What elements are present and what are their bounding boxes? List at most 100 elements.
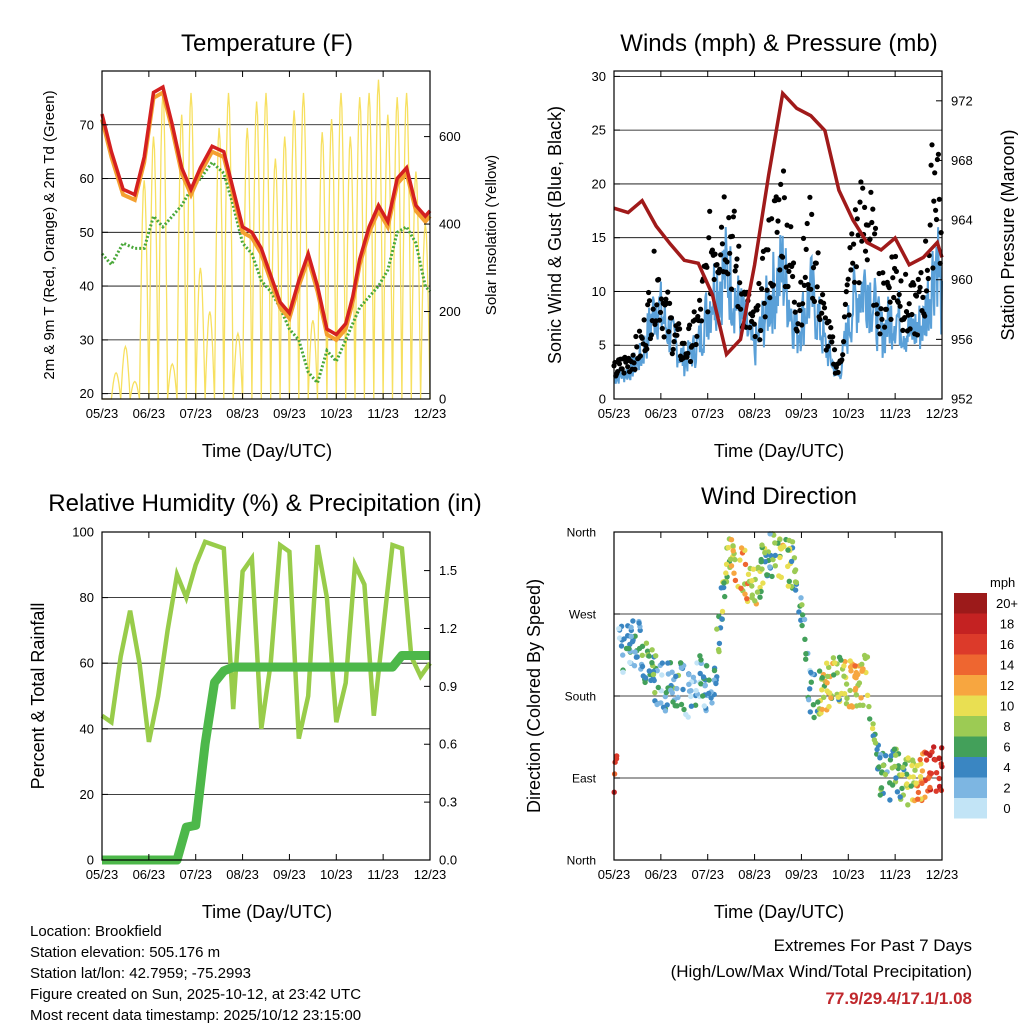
direction-point	[830, 655, 837, 661]
direction-point	[714, 626, 720, 632]
direction-point	[852, 674, 858, 680]
direction-point	[826, 703, 832, 710]
gust-point	[785, 283, 791, 290]
gust-point	[922, 313, 928, 319]
gust-point	[651, 248, 657, 254]
station-info: Location: Brookfield Station elevation: …	[30, 923, 361, 1024]
gust-point	[841, 339, 847, 345]
direction-point	[936, 775, 942, 782]
gust-point	[731, 208, 737, 214]
direction-point	[652, 689, 658, 696]
direction-point	[731, 570, 737, 576]
gust-point	[693, 341, 699, 348]
x-tick-label: 12/23	[414, 867, 447, 882]
direction-point	[882, 771, 889, 778]
direction-point	[686, 671, 692, 678]
gust-point	[691, 309, 697, 315]
direction-point	[843, 681, 850, 687]
direction-point	[894, 789, 901, 795]
x-tick-label: 07/23	[179, 406, 212, 421]
gust-point	[845, 276, 851, 282]
gust-point	[895, 299, 901, 305]
direction-point	[722, 593, 728, 600]
gust-point	[862, 204, 868, 210]
x-tick-label: 09/23	[273, 406, 306, 421]
direction-point	[711, 667, 718, 674]
direction-point	[777, 554, 783, 561]
direction-point	[893, 752, 899, 758]
legend-label: 2	[1003, 781, 1010, 796]
y-tick-label: 15	[592, 230, 606, 245]
direction-point	[877, 755, 883, 761]
direction-point	[669, 690, 675, 696]
gust-point	[858, 179, 864, 185]
direction-point	[764, 572, 770, 578]
gust-point	[800, 235, 807, 241]
gust-point	[634, 344, 640, 350]
direction-point	[867, 716, 873, 722]
direction-point	[659, 660, 665, 666]
gust-point	[933, 216, 940, 223]
gust-point	[886, 285, 892, 291]
gust-point	[825, 343, 831, 349]
direction-point	[767, 564, 773, 570]
gust-point	[916, 289, 922, 295]
direction-point	[859, 668, 865, 674]
x-tick-label: 12/23	[926, 867, 959, 882]
gust-point	[657, 309, 664, 315]
gust-point	[637, 353, 644, 359]
direction-point	[614, 753, 620, 759]
x-tick-label: 06/23	[645, 406, 678, 421]
gust-point	[724, 259, 730, 265]
gust-point	[725, 271, 731, 277]
info-latlon: Station lat/lon: 42.7959; -75.2993	[30, 965, 251, 982]
direction-point	[650, 671, 657, 678]
direction-point	[725, 544, 732, 551]
direction-point	[931, 744, 937, 750]
legend-swatch	[954, 654, 987, 675]
y-tick-label: 20	[592, 176, 606, 191]
direction-point	[887, 757, 894, 763]
gust-point	[859, 238, 865, 244]
gust-point	[697, 297, 703, 303]
direction-point	[861, 652, 868, 659]
gust-point	[814, 284, 820, 290]
direction-point	[649, 647, 655, 653]
direction-point	[665, 671, 672, 677]
direction-point	[673, 673, 679, 679]
direction-point	[629, 638, 636, 645]
gust-point	[933, 207, 939, 213]
direction-point	[732, 577, 739, 584]
gust-point	[666, 329, 672, 335]
direction-point	[841, 663, 847, 669]
direction-point	[801, 616, 808, 623]
direction-point	[772, 563, 778, 569]
y2-tick-label: 964	[951, 213, 973, 228]
gust-point	[781, 195, 788, 201]
gust-point	[718, 224, 725, 230]
direction-point	[662, 708, 669, 714]
gust-point	[704, 264, 710, 270]
gust-point	[807, 194, 813, 200]
x-tick-label: 12/23	[926, 406, 959, 421]
direction-point	[912, 767, 918, 773]
gust-point	[935, 151, 942, 157]
direction-point	[628, 633, 634, 640]
gust-point	[646, 298, 653, 304]
direction-point	[716, 640, 723, 647]
gust-point	[839, 357, 845, 363]
direction-point	[681, 706, 687, 713]
gust-point	[841, 314, 848, 320]
winds-panel: Winds (mph) & Pressure (mb) Time (Day/UT…	[545, 30, 1018, 461]
gust-point	[857, 199, 863, 205]
direction-point	[900, 764, 906, 770]
direction-point	[621, 636, 627, 642]
direction-point	[758, 559, 764, 565]
direction-point	[810, 702, 817, 708]
direction-point	[799, 602, 805, 608]
gust-point	[846, 312, 852, 318]
gust-point	[619, 366, 625, 372]
direction-point	[789, 539, 796, 545]
gust-point	[804, 220, 810, 227]
